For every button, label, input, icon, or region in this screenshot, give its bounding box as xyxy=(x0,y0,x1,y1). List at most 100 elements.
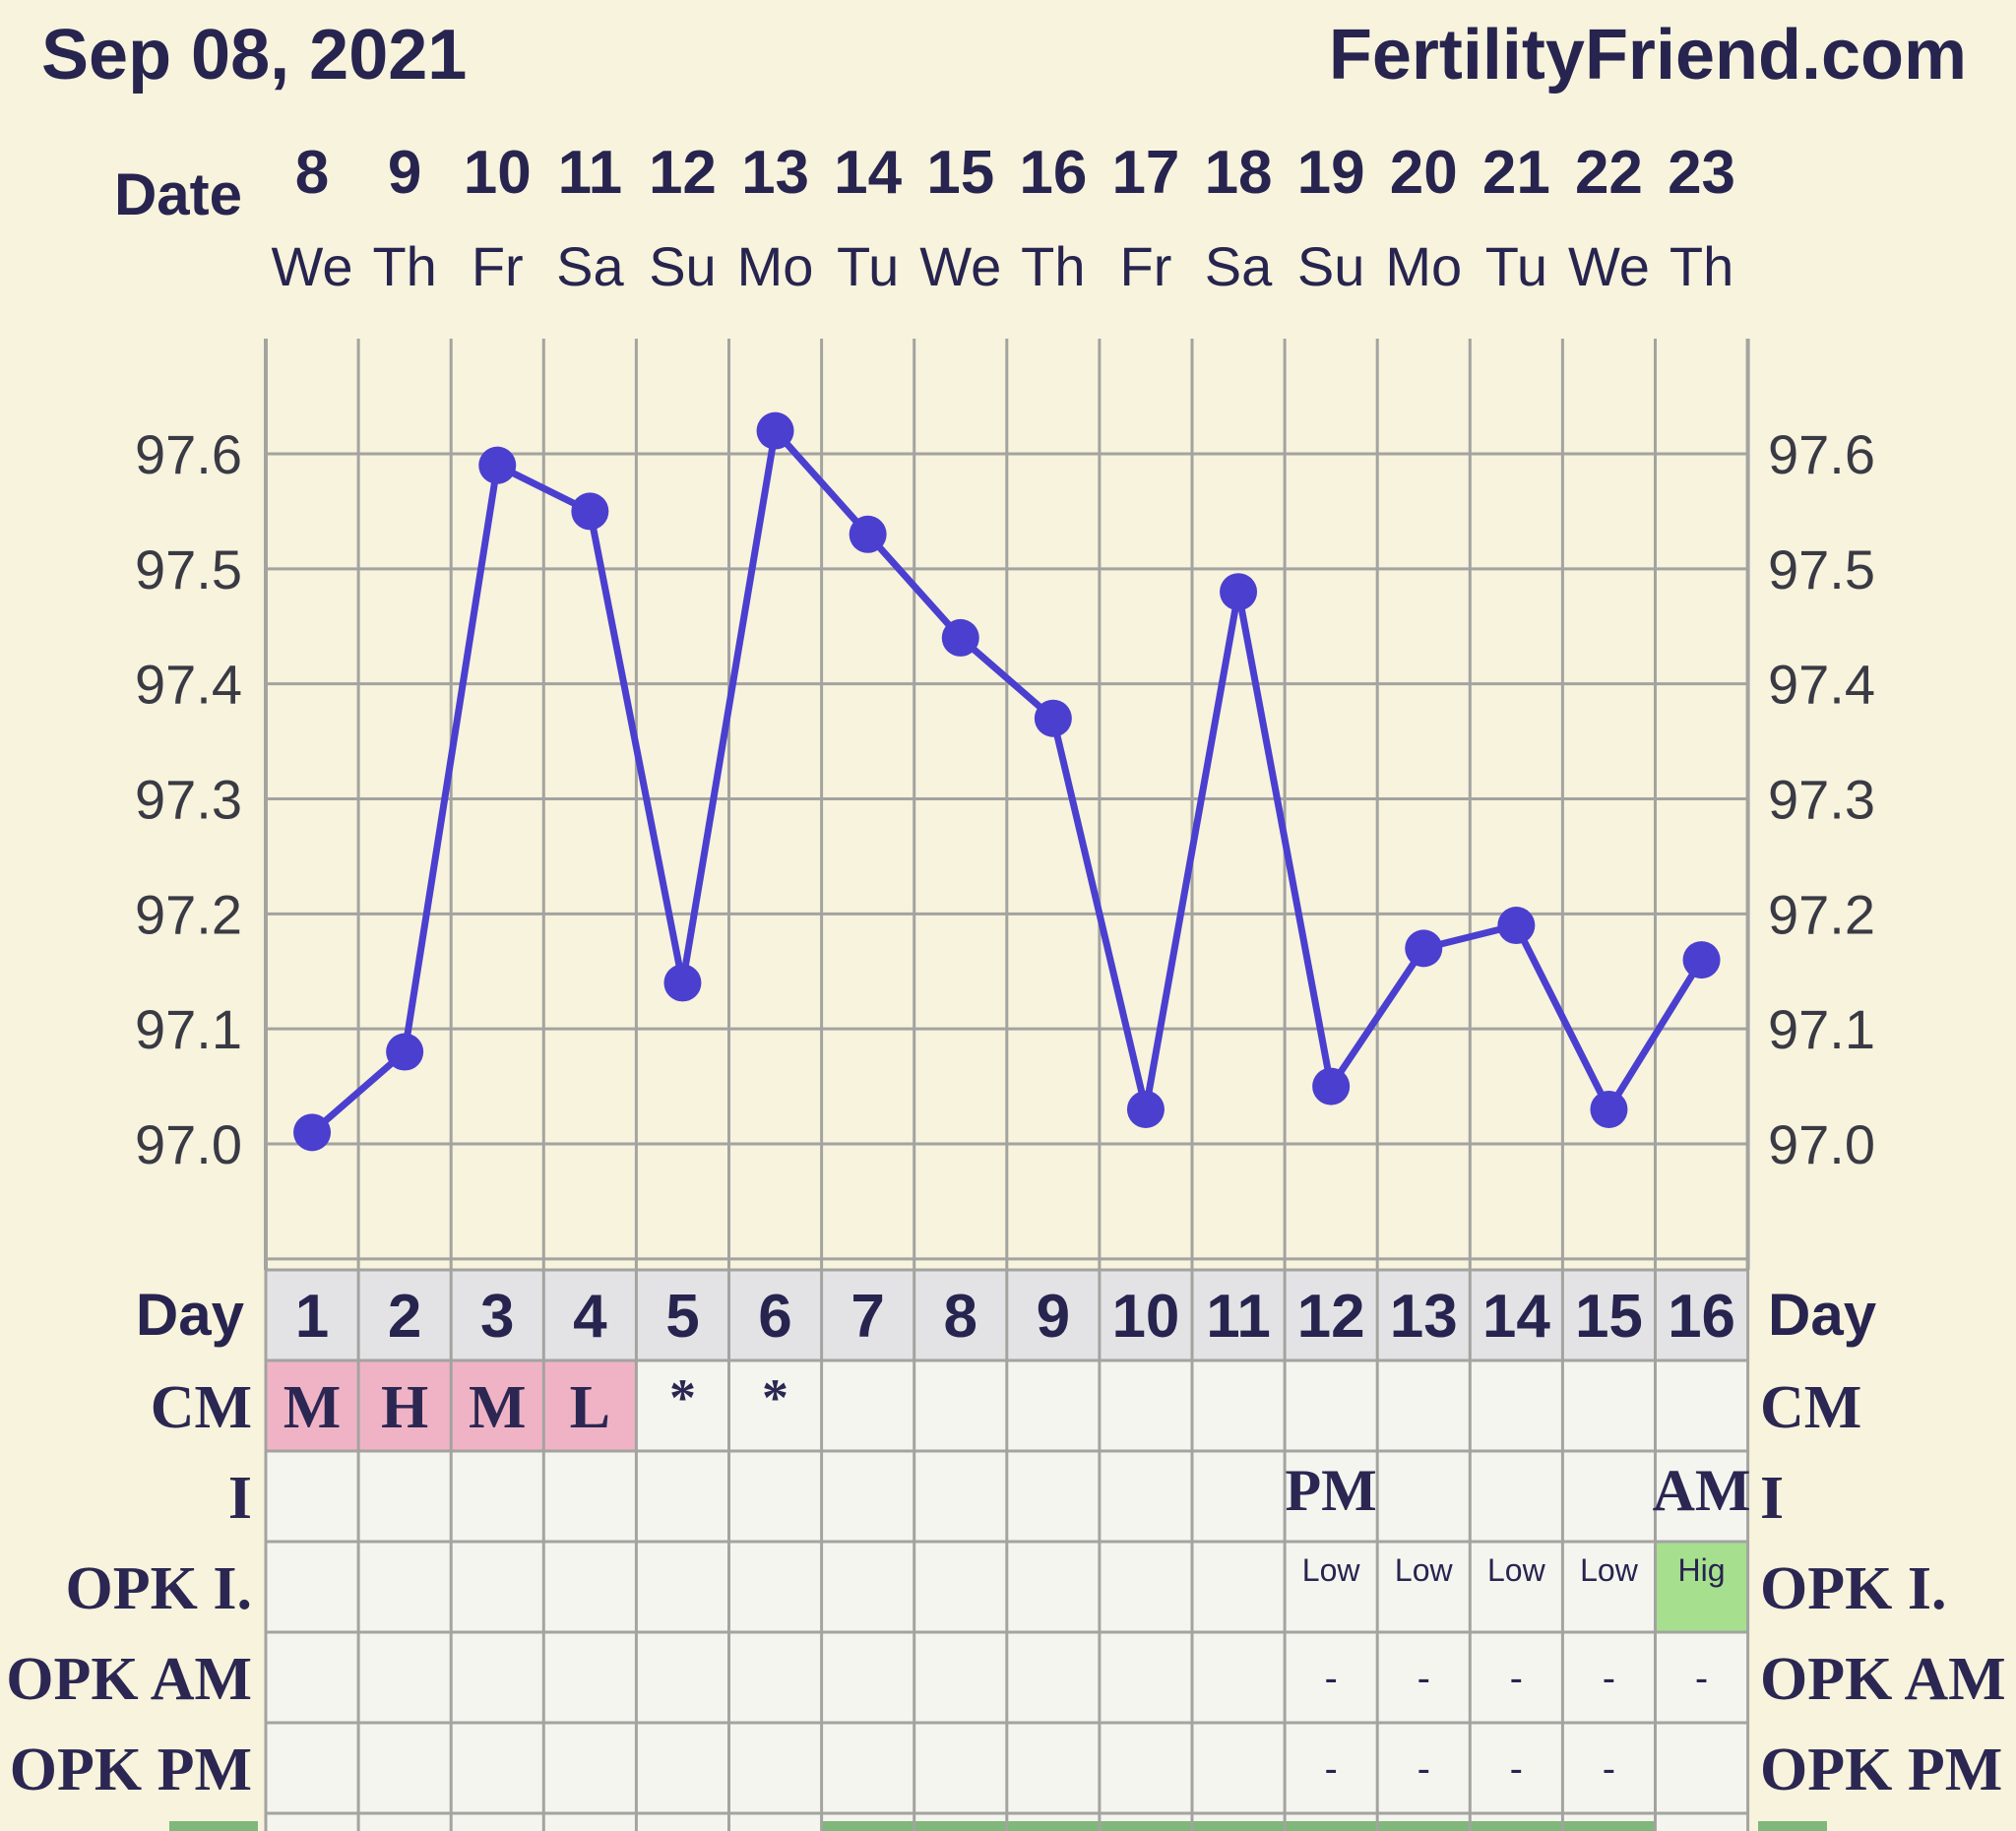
y-tick-label-right: 97.0 xyxy=(1768,1113,1875,1175)
cycle-day-label: 13 xyxy=(1390,1283,1458,1351)
weekday-label: Tu xyxy=(1485,235,1547,297)
date-label: 17 xyxy=(1111,139,1179,207)
opk-i-row-label: OPK I. xyxy=(66,1555,252,1622)
opk-i-value: Low xyxy=(1580,1552,1639,1588)
cycle-day-label: 8 xyxy=(944,1283,977,1351)
temperature-point xyxy=(756,411,794,450)
weekday-label: We xyxy=(272,235,353,297)
temperature-point xyxy=(941,618,979,657)
day-row-label: Day xyxy=(136,1282,245,1348)
bottom-band-left xyxy=(169,1821,258,1831)
date-label: 8 xyxy=(295,139,329,207)
opk-i-value: Low xyxy=(1487,1552,1546,1588)
temperature-point xyxy=(1220,573,1258,611)
weekday-label: Tu xyxy=(837,235,899,297)
cm-row-label-right: CM xyxy=(1760,1374,1861,1441)
opk-am-row-label-right: OPK AM xyxy=(1760,1646,2006,1713)
opk-i-value: Hig xyxy=(1678,1552,1726,1588)
opk-am-value: - xyxy=(1324,1657,1337,1700)
date-label: 18 xyxy=(1205,139,1273,207)
cycle-day-label: 3 xyxy=(480,1283,514,1351)
cm-value: * xyxy=(762,1368,788,1427)
temperature-point xyxy=(1682,941,1721,979)
date-label: 19 xyxy=(1297,139,1365,207)
cm-cell-highlight xyxy=(451,1360,544,1451)
weekday-label: Th xyxy=(1021,235,1085,297)
y-tick-label-right: 97.2 xyxy=(1768,883,1875,945)
intercourse-row-label: I xyxy=(228,1465,252,1532)
cycle-day-label: 5 xyxy=(665,1283,699,1351)
cm-value: M xyxy=(469,1374,527,1441)
cm-cell-highlight xyxy=(543,1360,637,1451)
date-label: 9 xyxy=(388,139,421,207)
opk-i-value: Low xyxy=(1395,1552,1454,1588)
y-tick-label-right: 97.5 xyxy=(1768,538,1875,600)
cm-row-label: CM xyxy=(151,1374,252,1441)
cycle-day-label: 10 xyxy=(1111,1283,1179,1351)
opk-pm-row-label-right: OPK PM xyxy=(1760,1736,2002,1803)
cycle-day-label: 9 xyxy=(1037,1283,1070,1351)
temperature-point xyxy=(478,446,517,484)
opk-am-value: - xyxy=(1510,1657,1523,1700)
cm-cell-highlight xyxy=(266,1360,359,1451)
y-tick-label-left: 97.0 xyxy=(135,1113,242,1175)
date-label: 20 xyxy=(1390,139,1458,207)
cycle-day-label: 11 xyxy=(1206,1283,1271,1351)
intercourse-value: AM xyxy=(1653,1458,1751,1523)
cycle-day-label: 7 xyxy=(850,1283,884,1351)
cycle-day-label: 16 xyxy=(1668,1283,1735,1351)
intercourse-row-label-right: I xyxy=(1760,1465,1784,1532)
temperature-point xyxy=(571,492,609,531)
date-label: 11 xyxy=(558,139,623,207)
date-label: 12 xyxy=(649,139,717,207)
opk-am-value: - xyxy=(1418,1657,1430,1700)
temperature-point xyxy=(293,1113,332,1152)
weekday-label: Sa xyxy=(556,235,624,297)
weekday-label: Mo xyxy=(737,235,814,297)
opk-am-value: - xyxy=(1603,1657,1615,1700)
temperature-point xyxy=(1497,907,1536,945)
cm-value: M xyxy=(284,1374,342,1441)
temperature-point xyxy=(663,964,702,1002)
date-label: 16 xyxy=(1019,139,1087,207)
weekday-label: Su xyxy=(649,235,717,297)
bottom-band-right xyxy=(1758,1821,1827,1831)
y-tick-label-left: 97.6 xyxy=(135,423,242,485)
cycle-day-label: 6 xyxy=(758,1283,791,1351)
cm-value: H xyxy=(381,1374,428,1441)
date-label: 15 xyxy=(926,139,994,207)
temperature-point xyxy=(1312,1067,1351,1105)
cm-value: L xyxy=(570,1374,610,1441)
date-label: 21 xyxy=(1482,139,1550,207)
y-tick-label-right: 97.4 xyxy=(1768,654,1875,716)
opk-am-row-label: OPK AM xyxy=(6,1646,252,1713)
temperature-point xyxy=(849,515,887,553)
y-tick-label-left: 97.3 xyxy=(135,769,242,831)
opk-pm-row-label: OPK PM xyxy=(10,1736,252,1803)
chart-date: Sep 08, 2021 xyxy=(41,16,467,95)
weekday-label: Fr xyxy=(1120,235,1172,297)
opk-pm-value: - xyxy=(1510,1747,1523,1791)
intercourse-value: PM xyxy=(1286,1458,1377,1523)
temperature-point xyxy=(386,1033,424,1071)
cycle-day-label: 14 xyxy=(1482,1283,1550,1351)
date-label: 10 xyxy=(464,139,532,207)
opk-pm-value: - xyxy=(1603,1747,1615,1791)
cm-cell-highlight xyxy=(358,1360,452,1451)
y-tick-label-left: 97.1 xyxy=(135,998,242,1060)
bottom-band-middle xyxy=(821,1821,1656,1831)
temperature-line xyxy=(309,427,1705,1135)
weekday-label: Sa xyxy=(1205,235,1273,297)
cycle-day-label: 4 xyxy=(573,1283,607,1351)
opk-i-value: Low xyxy=(1302,1552,1361,1588)
temperature-point xyxy=(1405,929,1443,968)
weekday-label: We xyxy=(919,235,1001,297)
cm-value: * xyxy=(669,1368,696,1427)
opk-pm-value: - xyxy=(1418,1747,1430,1791)
opk-positive-cell xyxy=(1655,1542,1748,1632)
weekday-label: Fr xyxy=(472,235,524,297)
cycle-day-label: 15 xyxy=(1575,1283,1643,1351)
weekday-label: We xyxy=(1568,235,1650,297)
cycle-day-label: 1 xyxy=(295,1283,329,1351)
